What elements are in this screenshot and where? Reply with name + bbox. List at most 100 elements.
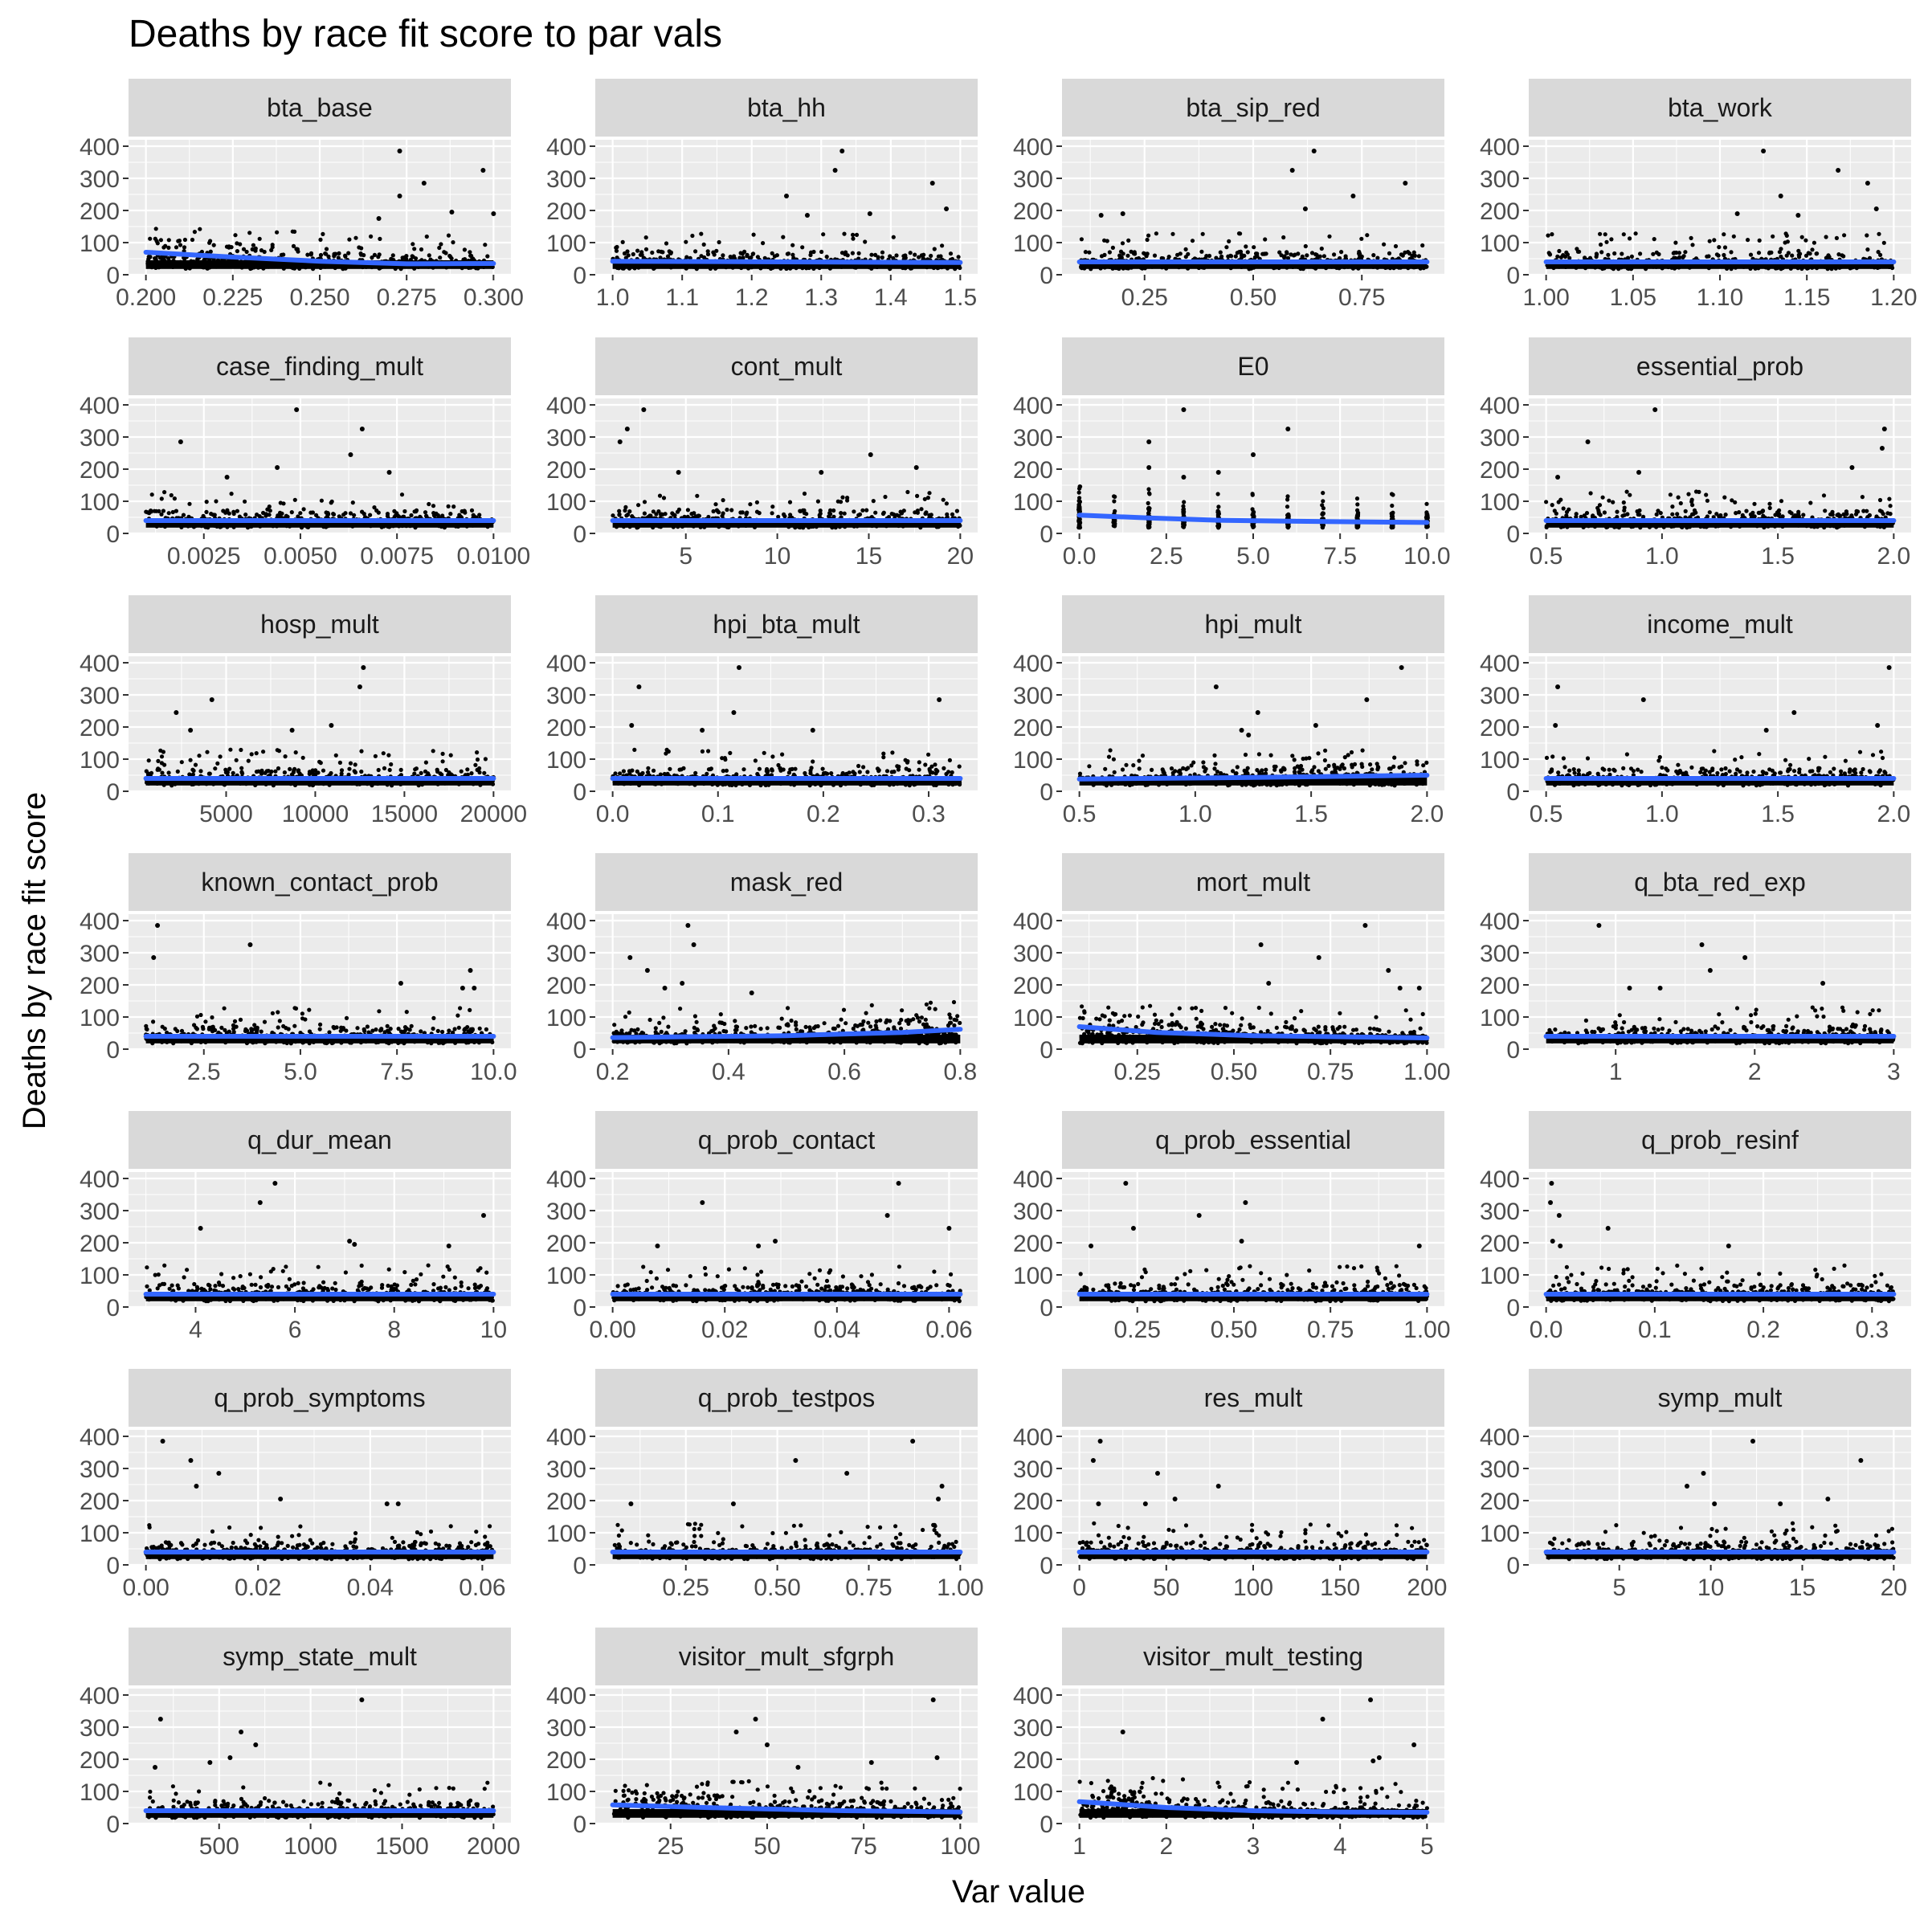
data-point — [1651, 252, 1655, 256]
data-point — [1825, 255, 1829, 259]
data-point — [821, 232, 825, 236]
data-point — [1077, 504, 1081, 508]
data-point — [1599, 250, 1603, 254]
data-point — [235, 249, 239, 253]
data-point — [173, 496, 177, 500]
data-point — [292, 767, 296, 771]
data-point — [161, 245, 165, 249]
data-point — [409, 513, 413, 517]
data-point — [294, 247, 298, 251]
data-point — [1562, 506, 1566, 510]
y-tick-label: 0 — [1040, 521, 1053, 548]
data-point — [162, 763, 166, 767]
outlier-point — [178, 439, 183, 444]
data-point — [1607, 499, 1611, 503]
x-tick-label: 0.200 — [116, 284, 176, 311]
data-point — [1394, 244, 1398, 248]
data-point — [178, 243, 182, 247]
data-point — [449, 754, 453, 758]
facet-strip-label: hosp_mult — [260, 610, 379, 639]
data-point — [800, 245, 804, 249]
data-point — [208, 239, 212, 243]
x-tick-label: 0.5 — [1530, 543, 1563, 570]
y-tick-label: 400 — [80, 651, 120, 677]
outlier-point — [348, 452, 353, 457]
data-point — [1878, 498, 1882, 502]
data-point — [1776, 513, 1780, 517]
data-point — [411, 242, 415, 246]
data-point — [230, 492, 234, 496]
data-point — [1626, 256, 1630, 260]
data-point — [913, 253, 917, 257]
data-point — [1420, 243, 1424, 247]
data-point — [1861, 495, 1865, 499]
outlier-point — [1652, 407, 1657, 412]
data-point — [291, 230, 295, 234]
x-tick-label: 0.0075 — [360, 543, 434, 570]
data-point — [425, 235, 429, 239]
data-point — [357, 245, 361, 249]
data-point — [423, 510, 427, 514]
data-point — [1823, 509, 1827, 513]
data-point — [615, 249, 619, 253]
data-point — [412, 247, 416, 251]
data-point — [1620, 514, 1624, 518]
data-point — [1565, 510, 1569, 514]
data-point — [913, 510, 917, 514]
data-point — [1611, 500, 1615, 504]
data-point — [226, 770, 230, 774]
data-point — [298, 511, 302, 515]
data-point — [198, 769, 202, 773]
outlier-point — [930, 181, 935, 186]
data-point — [1733, 500, 1737, 504]
data-point — [388, 768, 392, 772]
data-point — [176, 239, 180, 243]
data-point — [1558, 498, 1562, 502]
data-point — [909, 251, 913, 255]
y-tick-label: 300 — [1013, 166, 1053, 193]
data-point — [1216, 504, 1220, 509]
data-point — [1868, 513, 1872, 517]
data-point — [378, 237, 382, 241]
data-point — [702, 243, 706, 247]
data-point — [362, 253, 366, 257]
data-point — [729, 508, 733, 512]
data-point — [332, 513, 336, 517]
data-point — [1777, 509, 1781, 513]
outlier-point — [1882, 427, 1887, 431]
data-point — [1689, 236, 1693, 240]
data-point — [1604, 240, 1608, 244]
data-point — [230, 245, 234, 249]
data-point — [1585, 511, 1589, 515]
data-point — [1399, 252, 1403, 256]
data-point — [288, 767, 292, 771]
data-point — [860, 509, 864, 513]
outlier-point — [1874, 206, 1879, 211]
y-tick-label: 100 — [80, 747, 120, 774]
data-point — [1201, 232, 1205, 236]
data-point — [1371, 253, 1375, 257]
data-point — [782, 513, 786, 517]
data-point — [873, 511, 877, 515]
y-tick-label: 200 — [80, 457, 120, 484]
data-point — [929, 254, 933, 258]
data-point — [1874, 514, 1878, 518]
y-tick-label: 300 — [80, 683, 120, 709]
data-point — [1355, 496, 1359, 500]
data-point — [1705, 499, 1709, 503]
data-point — [1246, 250, 1250, 254]
data-point — [699, 232, 703, 236]
data-point — [1563, 255, 1567, 259]
data-point — [1263, 237, 1267, 241]
data-point — [1750, 513, 1754, 517]
data-point — [624, 513, 628, 517]
data-point — [156, 759, 160, 763]
data-point — [1801, 513, 1805, 517]
y-tick-label: 200 — [546, 198, 586, 225]
x-tick-label: 5.0 — [1236, 543, 1270, 570]
outlier-point — [1779, 194, 1783, 198]
data-point — [382, 751, 386, 755]
data-point — [1304, 244, 1308, 248]
data-point — [1077, 499, 1081, 503]
data-point — [1655, 513, 1659, 517]
